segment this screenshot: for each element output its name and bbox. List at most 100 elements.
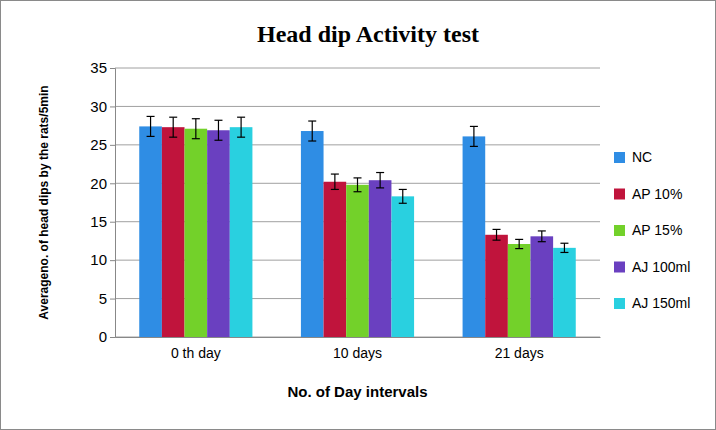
legend-swatch: [614, 189, 625, 200]
bar: [346, 185, 369, 337]
legend-label: AJ 100ml: [632, 259, 690, 275]
bar: [301, 131, 324, 337]
y-tick-mark: [110, 337, 115, 338]
error-bar: [376, 173, 384, 188]
error-bar-cap: [237, 137, 245, 138]
bar: [463, 136, 486, 337]
y-tick-mark: [110, 145, 115, 146]
error-bar-cap: [493, 240, 501, 241]
error-bar: [147, 116, 155, 136]
y-tick-label: 15: [90, 213, 107, 230]
error-bar-cap: [560, 252, 568, 253]
grid-line: [115, 106, 600, 107]
error-bar-cap: [538, 241, 546, 242]
error-bar-cap: [169, 137, 177, 138]
y-tick-mark: [110, 260, 115, 261]
error-bar: [308, 121, 316, 141]
error-bar: [470, 126, 478, 146]
legend-item: AP 15%: [614, 222, 682, 238]
error-bar: [515, 239, 523, 248]
y-tick-mark: [110, 68, 115, 69]
y-tick-label: 25: [90, 136, 107, 153]
title: Head dip Activity test: [257, 21, 479, 47]
y-tick: 10: [90, 251, 115, 268]
bar: [553, 248, 576, 337]
y-axis: 0 5 10 15 20 25 30 35: [90, 59, 115, 345]
x-axis-title: No. of Day intervals: [287, 383, 427, 400]
legend-swatch: [614, 225, 625, 236]
y-tick-mark: [110, 299, 115, 300]
error-bar-cap: [470, 146, 478, 147]
y-tick-label: 30: [90, 98, 107, 115]
y-tick-mark: [110, 222, 115, 223]
y-tick-label: 35: [90, 59, 107, 76]
error-bar-cap: [538, 230, 546, 231]
legend-item: AP 10%: [614, 186, 682, 202]
y-tick: 30: [90, 98, 115, 115]
series: [230, 117, 576, 337]
error-bar-stem: [218, 120, 219, 140]
x-tick: 0 th day: [171, 337, 221, 361]
y-tick: 0: [99, 328, 115, 345]
legend-label: AJ 150ml: [632, 295, 690, 311]
error-bar-stem: [150, 116, 151, 136]
y-tick-mark: [110, 106, 115, 107]
error-bar-stem: [357, 178, 358, 192]
series: [185, 119, 531, 337]
legend-item: NC: [614, 149, 652, 165]
bar: [391, 196, 414, 337]
error-bar-cap: [376, 172, 384, 173]
bar: [139, 126, 162, 337]
error-bar-stem: [402, 189, 403, 203]
error-bar: [192, 119, 200, 139]
bar: [485, 235, 508, 337]
x-axis: 0 th day10 days21 days: [116, 337, 601, 361]
error-bar-cap: [237, 117, 245, 118]
error-bar-cap: [560, 243, 568, 244]
y-tick: 15: [90, 213, 115, 230]
error-bar-cap: [147, 136, 155, 137]
legend-label: NC: [632, 149, 652, 165]
x-tick: 21 days: [495, 337, 544, 361]
series: [207, 120, 553, 337]
bar: [369, 180, 392, 337]
error-bar: [214, 120, 222, 140]
y-tick-mark: [110, 183, 115, 184]
error-bar-cap: [308, 120, 316, 121]
y-tick-label: 10: [90, 251, 107, 268]
legend-swatch: [614, 152, 625, 163]
y-tick-label: 20: [90, 175, 107, 192]
error-bar-cap: [214, 140, 222, 141]
bar: [185, 129, 208, 337]
error-bar: [560, 243, 568, 252]
error-bar-cap: [214, 120, 222, 121]
bar: [207, 130, 230, 337]
error-bar-stem: [195, 119, 196, 139]
series: [162, 117, 508, 337]
error-bar: [331, 174, 339, 189]
error-bar-stem: [380, 173, 381, 188]
legend-swatch: [614, 298, 625, 309]
error-bar-cap: [399, 189, 407, 190]
x-tick-label: 0 th day: [171, 345, 221, 361]
y-tick: 5: [99, 290, 115, 307]
error-bar-stem: [564, 243, 565, 252]
error-bar-stem: [334, 174, 335, 189]
error-bar-stem: [473, 126, 474, 146]
error-bar-cap: [493, 229, 501, 230]
grid-line: [115, 68, 600, 69]
error-bar: [237, 117, 245, 137]
error-bar-cap: [376, 187, 384, 188]
error-bar-cap: [354, 191, 362, 192]
chart: 0 5 10 15 20 25 30 35 0 th day10 days21 days Head…: [0, 0, 716, 430]
error-bar-cap: [331, 189, 339, 190]
error-bar: [538, 231, 546, 242]
y-tick: 35: [90, 59, 115, 76]
error-bar-cap: [515, 248, 523, 249]
y-tick: 25: [90, 136, 115, 153]
x-tick-label: 21 days: [495, 345, 544, 361]
legend-label: AP 10%: [632, 186, 682, 202]
bar: [508, 244, 531, 337]
error-bar: [399, 189, 407, 203]
error-bar-cap: [399, 203, 407, 204]
